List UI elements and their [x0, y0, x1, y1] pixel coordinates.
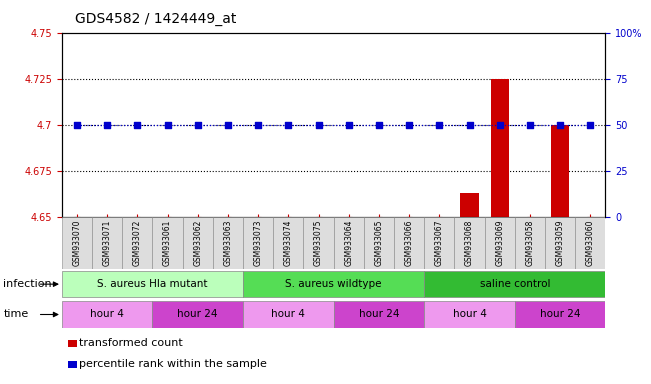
Point: [132, 122, 143, 128]
Point: [283, 122, 294, 128]
Text: transformed count: transformed count: [79, 338, 182, 348]
Point: [313, 122, 324, 128]
Text: GSM933071: GSM933071: [103, 220, 111, 266]
Text: GSM933069: GSM933069: [495, 220, 505, 266]
Point: [585, 122, 596, 128]
Text: hour 24: hour 24: [359, 310, 399, 319]
Bar: [394, 217, 424, 269]
Bar: [62, 301, 152, 328]
Bar: [515, 301, 605, 328]
Text: hour 4: hour 4: [271, 310, 305, 319]
Text: percentile rank within the sample: percentile rank within the sample: [79, 359, 267, 369]
Point: [464, 122, 475, 128]
Point: [253, 122, 264, 128]
Text: GSM933066: GSM933066: [405, 220, 413, 266]
Text: GSM933059: GSM933059: [556, 220, 564, 266]
Bar: [333, 301, 424, 328]
Text: hour 24: hour 24: [540, 310, 581, 319]
Bar: [333, 217, 364, 269]
Point: [434, 122, 445, 128]
Point: [495, 122, 505, 128]
Text: GSM933065: GSM933065: [374, 220, 383, 266]
Text: GSM933060: GSM933060: [586, 220, 595, 266]
Text: saline control: saline control: [480, 279, 550, 289]
Text: GSM933073: GSM933073: [254, 220, 262, 266]
Point: [374, 122, 384, 128]
Bar: [575, 217, 605, 269]
Bar: [62, 217, 92, 269]
Bar: [122, 217, 152, 269]
Bar: [424, 301, 515, 328]
Bar: [454, 217, 484, 269]
Text: GSM933068: GSM933068: [465, 220, 474, 266]
Point: [223, 122, 233, 128]
Bar: [491, 79, 509, 217]
Bar: [92, 217, 122, 269]
Bar: [152, 217, 183, 269]
Bar: [213, 217, 243, 269]
Text: GSM933061: GSM933061: [163, 220, 172, 266]
Point: [72, 122, 82, 128]
Text: hour 4: hour 4: [452, 310, 486, 319]
Text: GSM933063: GSM933063: [223, 220, 232, 266]
Bar: [424, 217, 454, 269]
Bar: [551, 125, 569, 217]
Text: S. aureus Hla mutant: S. aureus Hla mutant: [97, 279, 208, 289]
Point: [102, 122, 113, 128]
Bar: [273, 217, 303, 269]
Point: [193, 122, 203, 128]
Bar: [243, 217, 273, 269]
Bar: [545, 217, 575, 269]
Text: GSM933062: GSM933062: [193, 220, 202, 266]
Text: hour 24: hour 24: [178, 310, 218, 319]
Text: GSM933064: GSM933064: [344, 220, 353, 266]
Bar: [460, 193, 478, 217]
Bar: [515, 217, 545, 269]
Text: hour 4: hour 4: [90, 310, 124, 319]
Bar: [303, 217, 333, 269]
Text: GSM933074: GSM933074: [284, 220, 293, 266]
Text: GSM933072: GSM933072: [133, 220, 142, 266]
Text: GSM933067: GSM933067: [435, 220, 444, 266]
Point: [162, 122, 173, 128]
Text: time: time: [3, 310, 29, 319]
Point: [555, 122, 565, 128]
Point: [525, 122, 535, 128]
Bar: [183, 217, 213, 269]
Text: GSM933058: GSM933058: [525, 220, 534, 266]
Point: [404, 122, 414, 128]
Point: [344, 122, 354, 128]
Bar: [152, 301, 243, 328]
Bar: [243, 301, 333, 328]
Bar: [62, 271, 243, 297]
Text: GSM933070: GSM933070: [72, 220, 81, 266]
Text: GSM933075: GSM933075: [314, 220, 323, 266]
Text: S. aureus wildtype: S. aureus wildtype: [285, 279, 382, 289]
Bar: [364, 217, 394, 269]
Text: GDS4582 / 1424449_at: GDS4582 / 1424449_at: [75, 12, 236, 25]
Text: infection: infection: [3, 279, 52, 289]
Bar: [484, 217, 515, 269]
Bar: [424, 271, 605, 297]
Bar: [243, 271, 424, 297]
